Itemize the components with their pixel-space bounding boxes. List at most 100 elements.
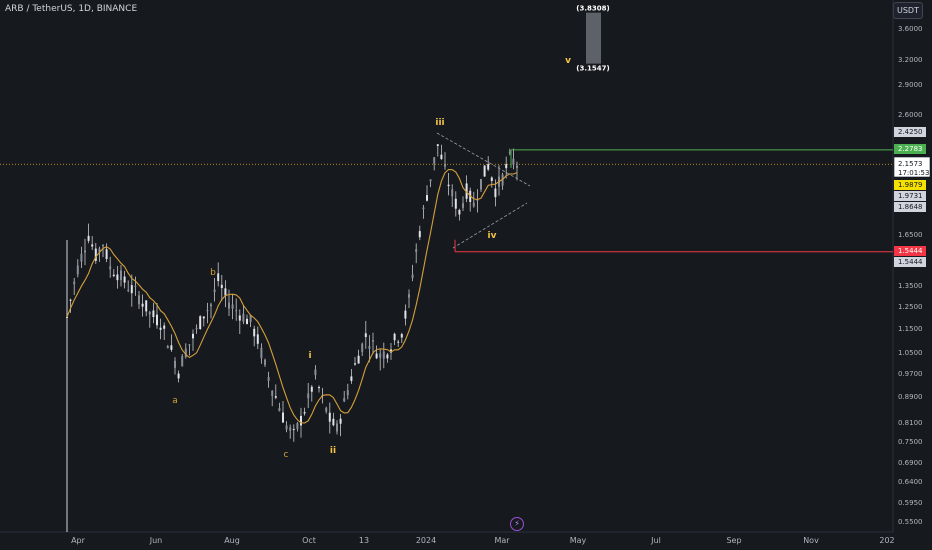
x-tick-label: 202	[879, 536, 894, 545]
candle-body	[346, 390, 349, 396]
y-tick-label: 2.6000	[898, 111, 923, 119]
y-tick-label: 0.6900	[898, 459, 923, 467]
candle-body	[393, 333, 396, 341]
candle-body	[105, 249, 108, 260]
candle-body	[354, 363, 356, 365]
candle-body	[350, 376, 353, 381]
candle-body	[328, 412, 331, 422]
candle-body	[372, 340, 374, 342]
x-tick-label: Jul	[650, 536, 661, 545]
lightning-icon[interactable]: ⚡	[510, 517, 524, 531]
candle-body	[382, 351, 385, 359]
candle-body	[152, 310, 155, 318]
candle-body	[202, 316, 205, 319]
candle-body	[199, 316, 202, 329]
candle-body	[278, 408, 281, 412]
candle-body	[462, 203, 464, 208]
candle-body	[87, 235, 90, 241]
x-tick-label: Aug	[224, 536, 240, 545]
candle-body	[332, 418, 335, 426]
candle-body	[516, 165, 518, 168]
candle-body	[490, 177, 493, 182]
x-tick-label: Apr	[71, 536, 86, 545]
candle-body	[163, 325, 166, 329]
y-tick-label: 0.8900	[898, 393, 923, 401]
candle-body	[130, 285, 133, 294]
candle-body	[426, 195, 428, 201]
candle-body	[166, 346, 169, 349]
candle-body	[192, 333, 194, 339]
candle-body	[274, 396, 277, 398]
ma-price-tag-bg	[894, 180, 926, 190]
y-tick-label: 0.8100	[898, 419, 923, 427]
candle-body	[487, 164, 490, 170]
triangle-upper-line	[436, 132, 531, 187]
candle-body	[98, 248, 101, 252]
high-price-tag-bg	[894, 127, 926, 137]
candle-body	[397, 341, 400, 343]
level-a-tag-bg	[894, 191, 926, 201]
moving-average-line	[66, 168, 518, 424]
wave-label-b: b	[210, 268, 216, 278]
candle-body	[310, 386, 313, 392]
candle-body	[289, 427, 292, 431]
candle-body	[400, 334, 403, 338]
candle-body	[364, 333, 367, 338]
y-tick-label: 1.0500	[898, 349, 923, 357]
candle-body	[256, 334, 259, 344]
candle-body	[285, 425, 288, 430]
target-price-tag: 2.2783	[898, 145, 923, 153]
candle-body	[267, 377, 270, 381]
x-tick-label: Nov	[803, 536, 819, 545]
candle-body	[156, 314, 158, 326]
candle-body	[300, 415, 302, 426]
wave-label-c: c	[284, 450, 289, 460]
level-b-tag: 1.8648	[898, 203, 923, 211]
wave-label-ii: ii	[330, 446, 336, 456]
stop-price-tag-2-bg	[894, 257, 926, 267]
candle-body	[210, 304, 212, 307]
candle-body	[76, 265, 79, 275]
candle-body	[375, 353, 378, 359]
y-tick-label: 0.9700	[898, 370, 923, 378]
candle-body	[141, 303, 144, 307]
level-b-tag-bg	[894, 202, 926, 212]
wave-label-v: v	[565, 56, 571, 66]
candle-body	[325, 407, 328, 412]
ma-price-tag: 1.9879	[898, 181, 923, 189]
countdown-tag: 17:01:53	[898, 169, 929, 177]
candle-body	[296, 423, 299, 429]
candle-body	[318, 387, 320, 389]
candle-body	[249, 315, 252, 322]
candle-body	[127, 289, 130, 291]
candle-body	[343, 398, 346, 402]
stop-price-tag-2: 1.5444	[898, 258, 923, 266]
candle-body	[292, 428, 295, 430]
last-price-tag: 2.1573	[898, 160, 923, 168]
candle-body	[145, 300, 148, 312]
candle-body	[307, 393, 310, 399]
candle-body	[264, 359, 266, 365]
candle-body	[206, 310, 209, 312]
candle-body	[213, 289, 216, 293]
candle-body	[314, 369, 317, 376]
y-tick-label: 3.6000	[898, 25, 923, 33]
candle-body	[440, 154, 443, 160]
x-tick-label: Mar	[494, 536, 510, 545]
y-tick-label: 1.1500	[898, 325, 923, 333]
triangle-lower-line	[452, 202, 528, 249]
candle-body	[404, 310, 407, 319]
candle-body	[224, 288, 227, 296]
y-tick-label: 1.2500	[898, 303, 923, 311]
x-tick-label: Sep	[726, 536, 741, 545]
candle-body	[242, 313, 245, 322]
candle-body	[458, 209, 461, 215]
candle-body	[217, 273, 220, 282]
stop-price-tag-bg	[894, 246, 926, 256]
y-tick-label: 0.5500	[898, 518, 923, 526]
candle-body	[69, 299, 72, 301]
candle-body	[260, 347, 263, 359]
candle-body	[390, 349, 392, 353]
candle-body	[174, 360, 176, 368]
